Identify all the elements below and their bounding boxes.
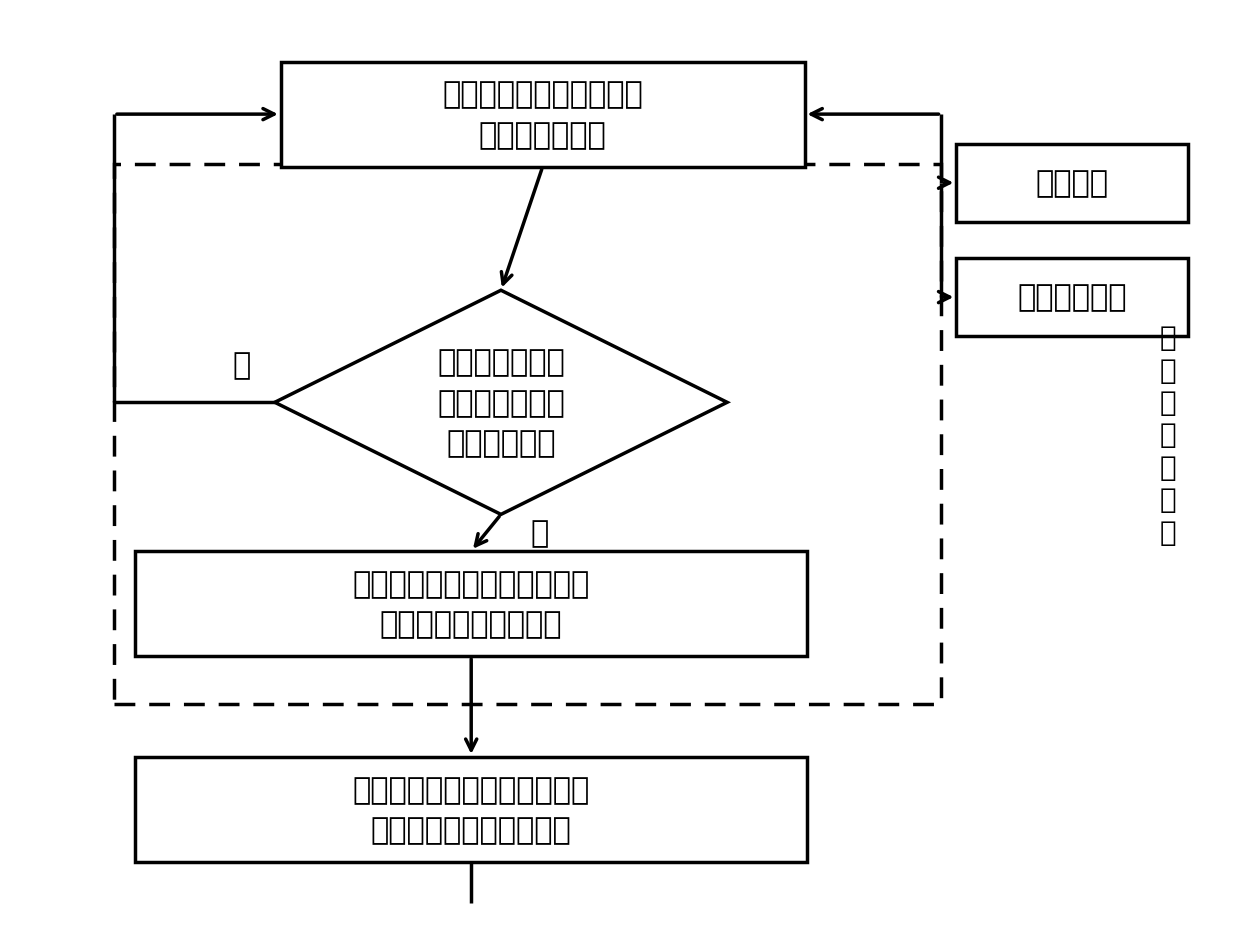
Text: 控制所需反光板对应的转动马
达，使其以设定方式运行: 控制所需反光板对应的转动马 达，使其以设定方式运行 (352, 775, 590, 844)
FancyBboxPatch shape (956, 259, 1188, 337)
Text: 太阳辐射参数: 太阳辐射参数 (1018, 284, 1127, 312)
Text: 否: 否 (233, 351, 250, 380)
Text: 判断是否达到提
前启动条件且未
进行辐射供暖: 判断是否达到提 前启动条件且未 进行辐射供暖 (436, 347, 565, 458)
Text: 入口摄像头实时监控进站
通道入口人流量: 入口摄像头实时监控进站 通道入口人流量 (443, 80, 644, 149)
FancyBboxPatch shape (280, 63, 805, 168)
FancyBboxPatch shape (135, 551, 807, 657)
Text: 是: 是 (531, 519, 549, 547)
Text: 空气温度: 空气温度 (1035, 169, 1109, 198)
Text: 控
制
模
块
中
进
行: 控 制 模 块 中 进 行 (1159, 324, 1176, 545)
FancyBboxPatch shape (956, 145, 1188, 223)
Text: 计算需要转动的反光板序号及
各个反光板的最佳朝向: 计算需要转动的反光板序号及 各个反光板的最佳朝向 (352, 569, 590, 639)
Polygon shape (275, 291, 727, 515)
FancyBboxPatch shape (135, 757, 807, 863)
